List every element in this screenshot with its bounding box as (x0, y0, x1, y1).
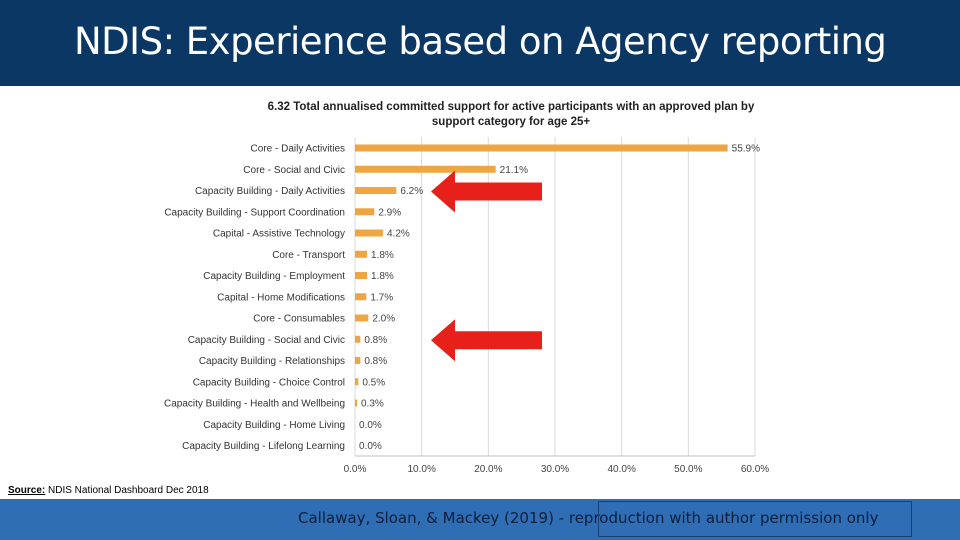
category-label: Capacity Building - Lifelong Learning (182, 441, 345, 452)
footer-bar: Callaway, Sloan, & Mackey (2019) - repro… (0, 499, 960, 540)
x-tick-label: 10.0% (407, 464, 435, 475)
slide-title: NDIS: Experience based on Agency reporti… (74, 20, 887, 63)
bar-value-label: 0.3% (361, 399, 384, 410)
category-label: Capacity Building - Choice Control (193, 377, 345, 388)
chart-title-line-2: support category for age 25+ (432, 116, 590, 128)
category-label: Capital - Home Modifications (217, 292, 345, 303)
category-label: Capacity Building - Social and Civic (188, 335, 345, 346)
bar-chart: 6.32 Total annualised committed support … (164, 101, 769, 475)
x-tick-label: 0.0% (344, 464, 367, 475)
category-label: Capital - Assistive Technology (213, 229, 345, 240)
title-bar: NDIS: Experience based on Agency reporti… (0, 0, 960, 86)
bar-value-label: 0.0% (359, 420, 382, 431)
bar-value-label: 0.5% (362, 377, 385, 388)
category-label: Capacity Building - Employment (203, 271, 345, 282)
category-label: Capacity Building - Support Coordination (164, 207, 345, 218)
x-tick-label: 30.0% (541, 464, 569, 475)
bar (355, 250, 367, 258)
bar (355, 187, 397, 194)
bar (355, 272, 367, 279)
category-label: Core - Transport (272, 250, 345, 261)
source-label: Source: (8, 485, 46, 496)
bar (355, 357, 361, 364)
x-tick-label: 40.0% (607, 464, 635, 475)
category-label: Core - Daily Activities (251, 144, 345, 155)
bar-value-label: 21.1% (500, 165, 528, 176)
category-label: Capacity Building - Health and Wellbeing (164, 399, 345, 410)
bar (355, 165, 496, 173)
bar (355, 399, 357, 407)
category-label: Capacity Building - Home Living (203, 420, 345, 431)
category-label: Core - Consumables (253, 314, 345, 325)
citation-highlight-box (598, 501, 912, 537)
bar-value-label: 1.8% (371, 250, 394, 261)
bar (355, 293, 367, 301)
citation-text: Callaway, Sloan, & Mackey (2019) - repro… (298, 509, 879, 527)
bar-value-label: 2.0% (372, 314, 395, 325)
bar-value-label: 1.7% (370, 292, 393, 303)
red-arrow-icon (431, 170, 542, 213)
bar (355, 335, 361, 343)
bar-value-label: 1.8% (371, 271, 394, 282)
x-tick-label: 20.0% (474, 464, 502, 475)
bar-value-label: 6.2% (400, 186, 423, 197)
bar-value-label: 4.2% (387, 229, 410, 240)
x-tick-label: 60.0% (741, 464, 769, 475)
source-note: Source: NDIS National Dashboard Dec 2018 (8, 485, 209, 496)
bar-value-label: 2.9% (378, 207, 401, 218)
bar-value-label: 55.9% (732, 144, 760, 155)
red-arrow-icon (431, 319, 542, 362)
category-label: Core - Social and Civic (243, 165, 345, 176)
bar-value-label: 0.8% (364, 335, 387, 346)
bar (355, 144, 728, 152)
bar-value-label: 0.0% (359, 441, 382, 452)
bar (355, 229, 383, 237)
bar (355, 208, 375, 216)
bar (355, 378, 359, 386)
bar (355, 314, 369, 322)
category-label: Capacity Building - Daily Activities (195, 186, 345, 197)
source-text: NDIS National Dashboard Dec 2018 (48, 485, 209, 496)
x-tick-label: 50.0% (674, 464, 702, 475)
bar-value-label: 0.8% (364, 356, 387, 367)
chart-title-line-1: 6.32 Total annualised committed support … (268, 101, 755, 113)
category-label: Capacity Building - Relationships (199, 356, 345, 367)
